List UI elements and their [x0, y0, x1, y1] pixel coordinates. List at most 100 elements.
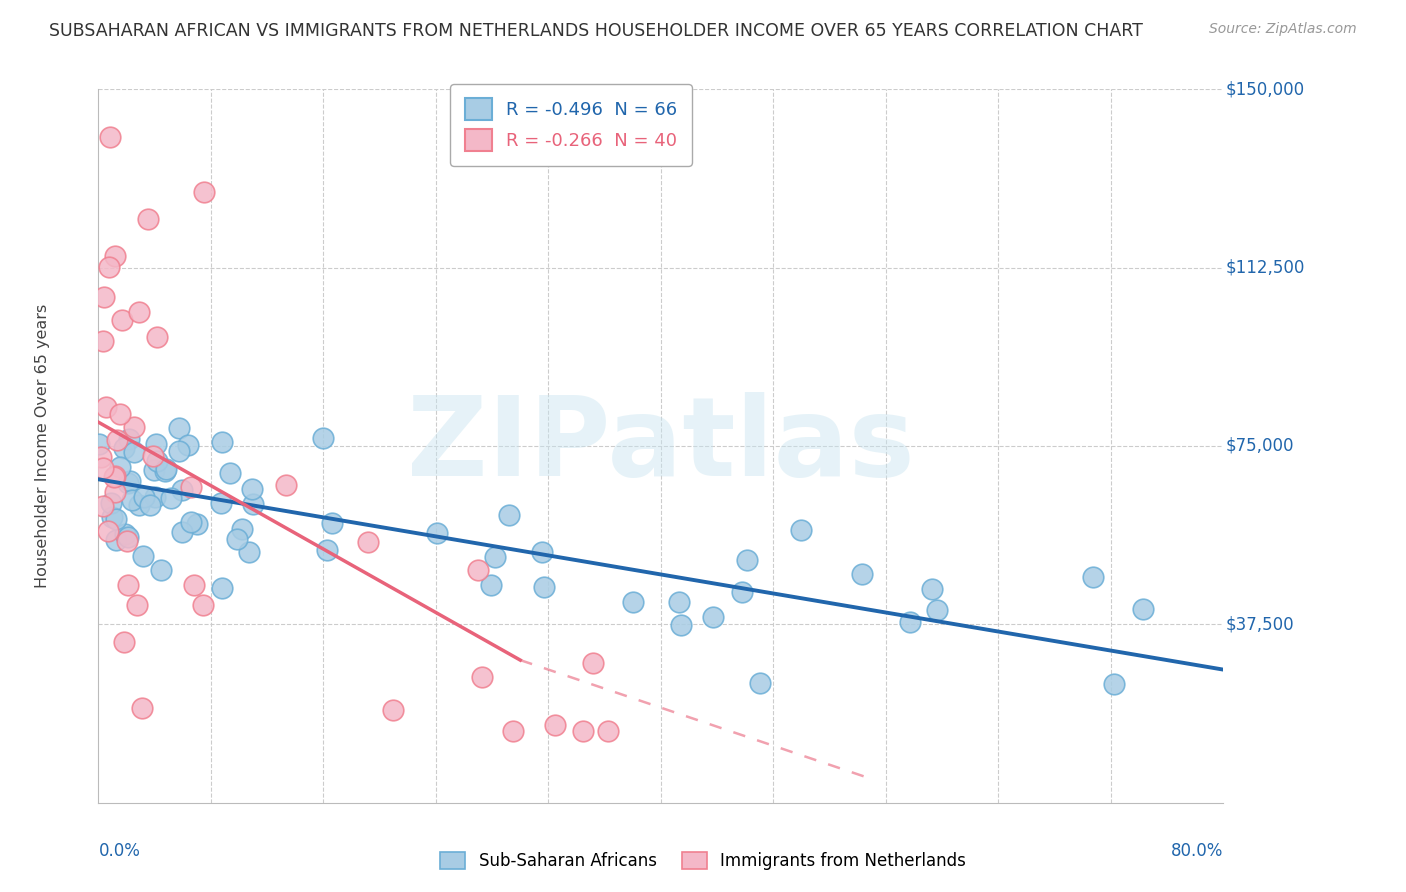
Point — [105, 434, 128, 448]
Point — [131, 701, 153, 715]
Point — [128, 305, 150, 319]
Point — [145, 436, 167, 450]
Point — [112, 635, 135, 649]
Text: $37,500: $37,500 — [1226, 615, 1294, 633]
Point — [183, 578, 205, 592]
Point — [142, 449, 165, 463]
Point — [621, 595, 644, 609]
Point — [596, 724, 619, 739]
Point — [898, 615, 921, 629]
Point — [91, 461, 114, 475]
Point — [211, 581, 233, 595]
Point — [426, 526, 449, 541]
Point — [98, 260, 121, 275]
Point — [316, 543, 339, 558]
Point — [167, 444, 190, 458]
Point — [471, 670, 494, 684]
Point — [115, 534, 138, 549]
Point — [136, 212, 159, 227]
Point — [851, 567, 873, 582]
Point — [90, 450, 112, 464]
Point — [93, 290, 115, 304]
Point — [114, 527, 136, 541]
Point — [238, 545, 260, 559]
Point — [240, 482, 263, 496]
Point — [177, 438, 200, 452]
Legend: Sub-Saharan Africans, Immigrants from Netherlands: Sub-Saharan Africans, Immigrants from Ne… — [433, 845, 973, 877]
Point — [143, 491, 166, 505]
Point — [104, 485, 127, 500]
Point — [581, 656, 603, 670]
Point — [118, 432, 141, 446]
Text: $112,500: $112,500 — [1226, 259, 1305, 277]
Point — [544, 718, 567, 732]
Point — [730, 585, 752, 599]
Point — [128, 498, 150, 512]
Point — [160, 491, 183, 505]
Point — [242, 497, 264, 511]
Point — [132, 549, 155, 564]
Point — [127, 598, 149, 612]
Point — [124, 445, 146, 459]
Point — [927, 603, 949, 617]
Point — [484, 550, 506, 565]
Text: $75,000: $75,000 — [1226, 437, 1294, 455]
Point — [669, 617, 692, 632]
Point — [668, 595, 690, 609]
Point — [155, 461, 177, 475]
Point — [117, 578, 139, 592]
Point — [467, 563, 489, 577]
Point — [93, 334, 115, 349]
Point — [1081, 570, 1104, 584]
Point — [737, 552, 759, 566]
Point — [138, 498, 160, 512]
Point — [153, 464, 176, 478]
Point — [117, 530, 139, 544]
Point — [104, 468, 127, 483]
Point — [122, 419, 145, 434]
Point — [1104, 677, 1126, 691]
Point — [180, 516, 202, 530]
Text: 80.0%: 80.0% — [1171, 842, 1223, 860]
Point — [193, 186, 215, 200]
Text: Householder Income Over 65 years: Householder Income Over 65 years — [35, 304, 49, 588]
Point — [170, 483, 193, 498]
Point — [100, 496, 122, 510]
Text: Source: ZipAtlas.com: Source: ZipAtlas.com — [1209, 22, 1357, 37]
Point — [530, 545, 553, 559]
Point — [145, 454, 167, 468]
Point — [146, 330, 169, 344]
Point — [180, 480, 202, 494]
Text: 0.0%: 0.0% — [98, 842, 141, 860]
Point — [572, 724, 595, 739]
Point — [132, 490, 155, 504]
Point — [112, 441, 135, 455]
Point — [105, 533, 128, 547]
Point — [1132, 602, 1154, 616]
Point — [533, 580, 555, 594]
Point — [110, 460, 132, 475]
Point — [170, 524, 193, 539]
Legend: R = -0.496  N = 66, R = -0.266  N = 40: R = -0.496 N = 66, R = -0.266 N = 40 — [450, 84, 692, 166]
Point — [226, 532, 249, 546]
Point — [276, 477, 298, 491]
Point — [321, 516, 343, 530]
Point — [749, 676, 772, 690]
Point — [120, 474, 142, 488]
Point — [101, 510, 124, 524]
Point — [150, 563, 173, 577]
Point — [121, 492, 143, 507]
Point — [143, 463, 166, 477]
Point — [117, 475, 139, 490]
Point — [921, 582, 943, 597]
Point — [209, 496, 232, 510]
Point — [105, 512, 128, 526]
Point — [211, 435, 233, 450]
Point — [218, 466, 240, 480]
Text: $150,000: $150,000 — [1226, 80, 1305, 98]
Point — [94, 401, 117, 415]
Point — [382, 703, 405, 717]
Point — [91, 499, 114, 513]
Point — [790, 523, 813, 537]
Point — [167, 421, 190, 435]
